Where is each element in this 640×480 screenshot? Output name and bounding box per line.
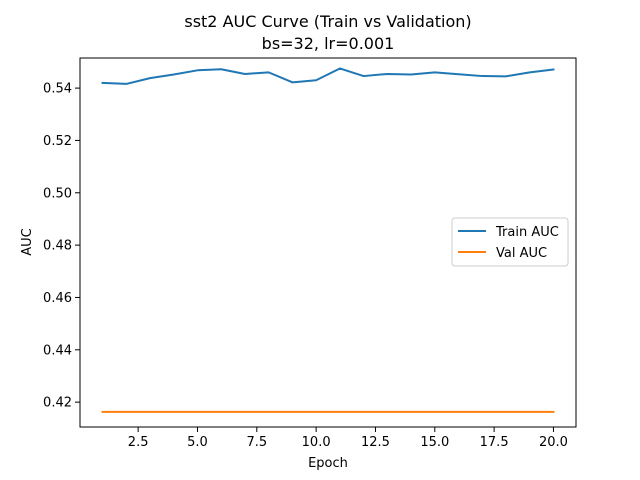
- plot-area-frame: [79, 57, 577, 428]
- x-tick-label: 15.0: [420, 435, 449, 450]
- legend-label-train-auc: Train AUC: [495, 225, 559, 240]
- x-tick-label: 10.0: [302, 435, 331, 450]
- x-tick-label: 2.5: [128, 435, 149, 450]
- x-axis-label: Epoch: [308, 456, 348, 471]
- legend: Train AUC Val AUC: [451, 217, 569, 267]
- y-tick-label: 0.52: [43, 134, 72, 149]
- x-tick-label: 7.5: [246, 435, 267, 450]
- chart-title: sst2 AUC Curve (Train vs Validation): [184, 12, 471, 31]
- x-tick-label: 12.5: [361, 435, 390, 450]
- x-tick-label: 20.0: [539, 435, 568, 450]
- y-axis-label: AUC: [20, 228, 35, 256]
- x-tick-label: 5.0: [187, 435, 208, 450]
- y-tick-label: 0.42: [43, 396, 72, 411]
- y-tick-label: 0.50: [43, 186, 72, 201]
- series-line-train-auc: [101, 67, 555, 85]
- x-tick-label: 17.5: [480, 435, 509, 450]
- x-axis-ticks: 2.5 5.0 7.5 10.0 12.5 15.0 17.5 20.0: [128, 427, 568, 450]
- y-tick-label: 0.44: [43, 343, 72, 358]
- y-tick-label: 0.54: [43, 82, 72, 97]
- y-tick-label: 0.48: [43, 239, 72, 254]
- legend-label-val-auc: Val AUC: [496, 246, 547, 261]
- y-tick-label: 0.46: [43, 291, 72, 306]
- series-layer: [101, 67, 555, 413]
- y-axis-ticks: 0.42 0.44 0.46 0.48 0.50 0.52 0.54: [43, 82, 80, 411]
- chart-subtitle: bs=32, lr=0.001: [262, 34, 395, 53]
